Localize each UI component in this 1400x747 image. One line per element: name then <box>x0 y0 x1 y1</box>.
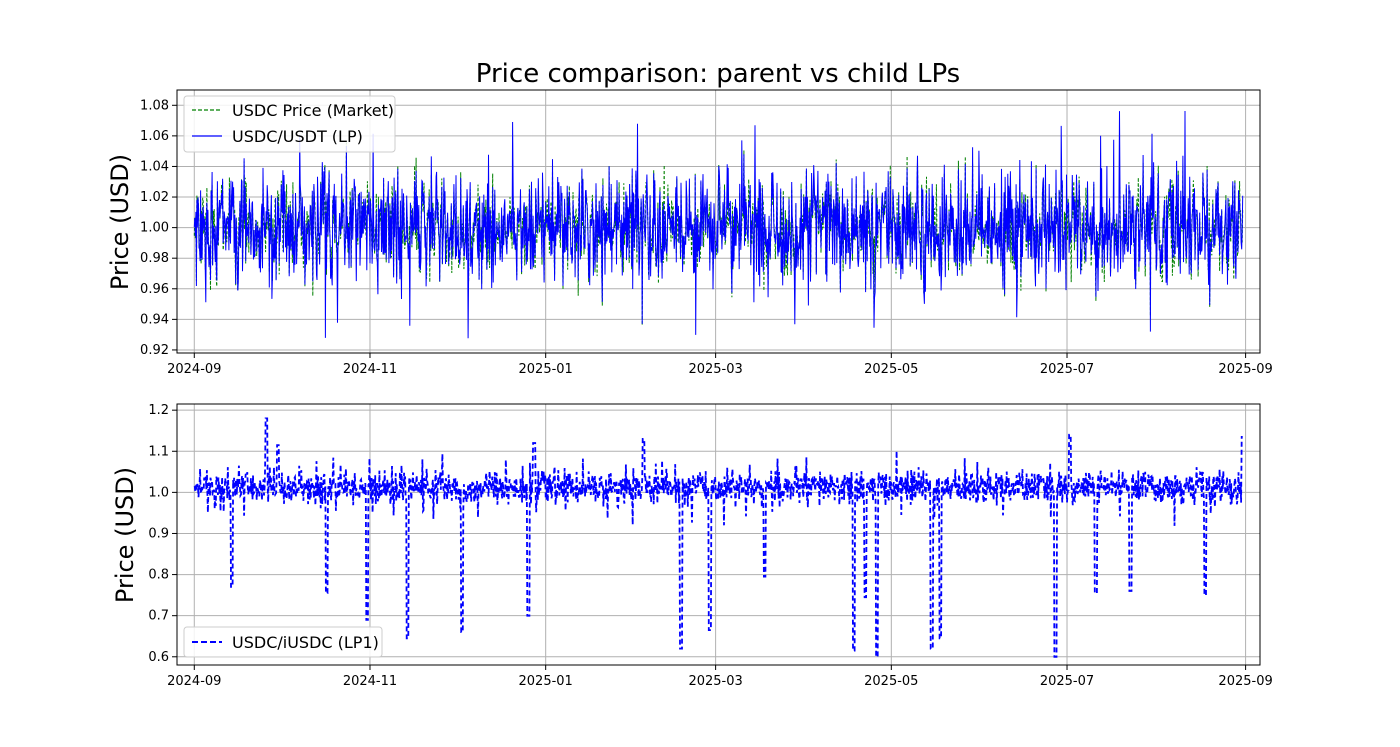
x-tick-label: 2024-11 <box>343 674 397 689</box>
y-tick-label: 1.2 <box>148 403 169 418</box>
x-tick-label: 2025-05 <box>864 362 918 377</box>
top-y-ticks: 0.92 0.94 0.96 0.98 1.00 1.02 1.04 1.06 1.08 <box>140 98 177 358</box>
x-tick-label: 2025-03 <box>688 674 742 689</box>
y-tick-label: 1.1 <box>148 444 169 459</box>
x-tick-label: 2025-07 <box>1040 362 1094 377</box>
x-tick-label: 2024-09 <box>167 362 221 377</box>
y-tick-label: 1.0 <box>148 485 169 500</box>
x-tick-label: 2025-01 <box>519 674 573 689</box>
x-tick-label: 2025-01 <box>519 362 573 377</box>
top-panel: 2024-09 2024-11 2025-01 2025-03 2025-05 2025-… <box>106 89 1273 377</box>
y-tick-label: 0.96 <box>140 282 169 297</box>
series-usdc-iusdc-lp1-line <box>193 417 1243 658</box>
y-tick-label: 1.04 <box>140 159 169 174</box>
bottom-y-axis-label: Price (USD) <box>111 467 139 603</box>
series-usdc-usdt-lp-line <box>193 110 1244 339</box>
bottom-legend-box <box>183 626 383 658</box>
y-tick-label: 0.8 <box>148 568 169 583</box>
chart-title: Price comparison: parent vs child LPs <box>476 59 960 89</box>
top-axes-frame <box>176 89 1261 354</box>
x-tick-label: 2025-09 <box>1218 362 1272 377</box>
y-tick-label: 0.6 <box>148 650 169 665</box>
x-tick-label: 2025-07 <box>1040 674 1094 689</box>
y-tick-label: 0.98 <box>140 251 169 266</box>
bottom-axes-frame <box>176 403 1261 666</box>
x-tick-label: 2025-03 <box>688 362 742 377</box>
y-tick-label: 0.7 <box>148 609 169 624</box>
legend-lp1-label: USDC/iUSDC (LP1) <box>232 633 379 652</box>
bottom-x-ticks: 2024-09 2024-11 2025-01 2025-03 2025-05 2025-… <box>167 665 1273 689</box>
bottom-legend: USDC/iUSDC (LP1) <box>183 626 383 658</box>
legend-lp-label: USDC/USDT (LP) <box>232 127 363 146</box>
top-legend-box <box>183 95 396 153</box>
legend-market-label: USDC Price (Market) <box>232 101 394 120</box>
y-tick-label: 0.94 <box>140 312 169 327</box>
bottom-panel: 2024-09 2024-11 2025-01 2025-03 2025-05 2025-… <box>111 403 1273 689</box>
y-tick-label: 1.00 <box>140 221 169 236</box>
y-tick-label: 0.9 <box>148 526 169 541</box>
bottom-grid <box>177 404 1260 665</box>
y-tick-label: 1.02 <box>140 190 169 205</box>
top-legend: USDC Price (Market) USDC/USDT (LP) <box>183 95 396 153</box>
y-tick-label: 0.92 <box>140 343 169 358</box>
x-tick-label: 2024-11 <box>343 362 397 377</box>
x-tick-label: 2024-09 <box>167 674 221 689</box>
bottom-y-ticks: 0.6 0.7 0.8 0.9 1.0 1.1 1.2 <box>148 403 177 665</box>
x-tick-label: 2025-05 <box>864 674 918 689</box>
top-y-axis-label: Price (USD) <box>106 154 134 290</box>
top-x-ticks: 2024-09 2024-11 2025-01 2025-03 2025-05 2025-… <box>167 353 1273 377</box>
bottom-series-group <box>193 417 1243 658</box>
top-series-group <box>193 110 1244 339</box>
y-tick-label: 1.06 <box>140 129 169 144</box>
y-tick-label: 1.08 <box>140 98 169 113</box>
x-tick-label: 2025-09 <box>1218 674 1272 689</box>
